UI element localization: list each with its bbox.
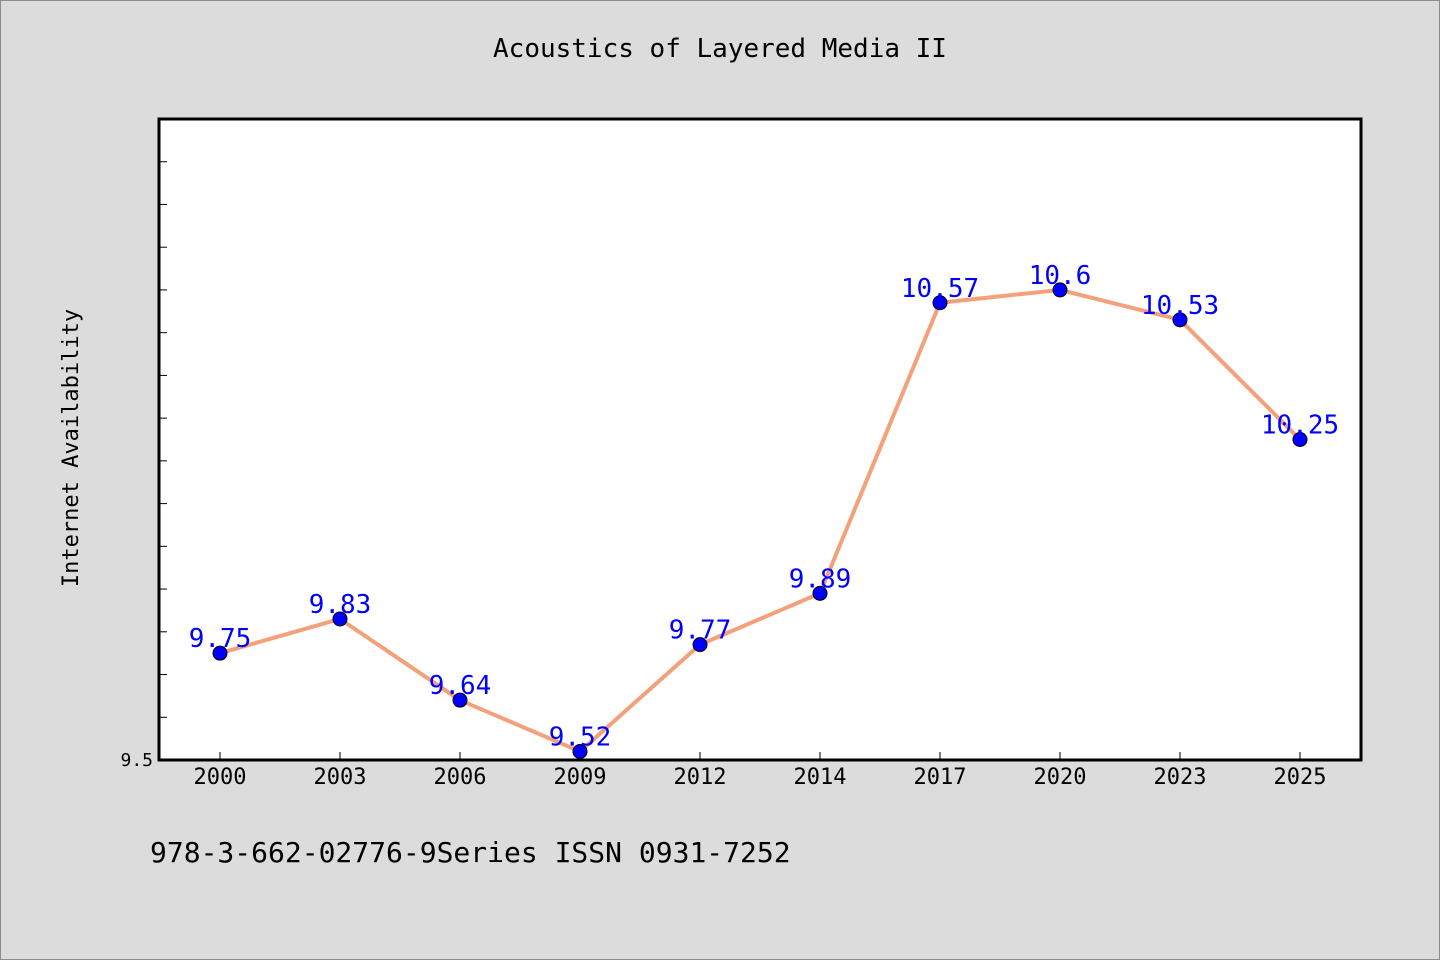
x-tick-label: 2006 — [434, 765, 487, 790]
data-value-label: 9.64 — [429, 671, 492, 701]
data-value-label: 10.57 — [901, 274, 979, 304]
data-point-marker — [452, 692, 468, 708]
data-value-label: 10.6 — [1029, 261, 1092, 291]
data-point-marker — [332, 611, 348, 627]
x-tick-label: 2009 — [554, 765, 607, 790]
x-tick-label: 2012 — [674, 765, 727, 790]
y-axis-label: Internet Availability — [59, 309, 84, 587]
footer-isbn-text: 978-3-662-02776-9Series ISSN 0931-7252 — [150, 836, 791, 869]
series-group: 9.75 9.83 9.64 9.52 9.77 9.89 10.57 10.6 10.53 10… — [189, 261, 1339, 759]
x-tick-label: 2017 — [914, 765, 967, 790]
data-point-marker — [812, 585, 828, 601]
x-tick-label: 2014 — [794, 765, 847, 790]
data-point-marker — [212, 645, 228, 661]
data-value-label: 9.75 — [189, 624, 252, 654]
data-value-label: 9.77 — [669, 616, 732, 646]
data-point-marker — [572, 743, 588, 759]
x-tick-label: 2003 — [314, 765, 367, 790]
data-value-label: 10.53 — [1141, 291, 1219, 321]
series-line — [219, 287, 1302, 754]
x-tick-label: 2025 — [1274, 765, 1327, 790]
data-point-marker — [932, 295, 948, 311]
data-value-label: 10.25 — [1261, 411, 1339, 441]
x-tick-label: 2023 — [1154, 765, 1207, 790]
data-value-label: 9.89 — [789, 564, 852, 594]
data-point-marker — [692, 637, 708, 653]
y-tick-label: 9.5 — [120, 750, 153, 771]
data-value-label: 9.52 — [549, 722, 612, 752]
y-axis-ticks: 9.5 — [120, 161, 167, 771]
data-point-marker — [1172, 312, 1188, 328]
x-tick-label: 2000 — [194, 765, 247, 790]
data-value-label: 9.83 — [309, 590, 372, 620]
plot-area — [157, 117, 1363, 762]
x-axis-ticks: 2000 2003 2006 2009 2012 2014 2017 2020 2023 2025 — [194, 752, 1327, 790]
data-point-marker — [1052, 282, 1068, 298]
chart-title: Acoustics of Layered Media II — [493, 34, 947, 64]
data-point-marker — [1292, 432, 1308, 447]
x-tick-label: 2020 — [1034, 765, 1087, 790]
